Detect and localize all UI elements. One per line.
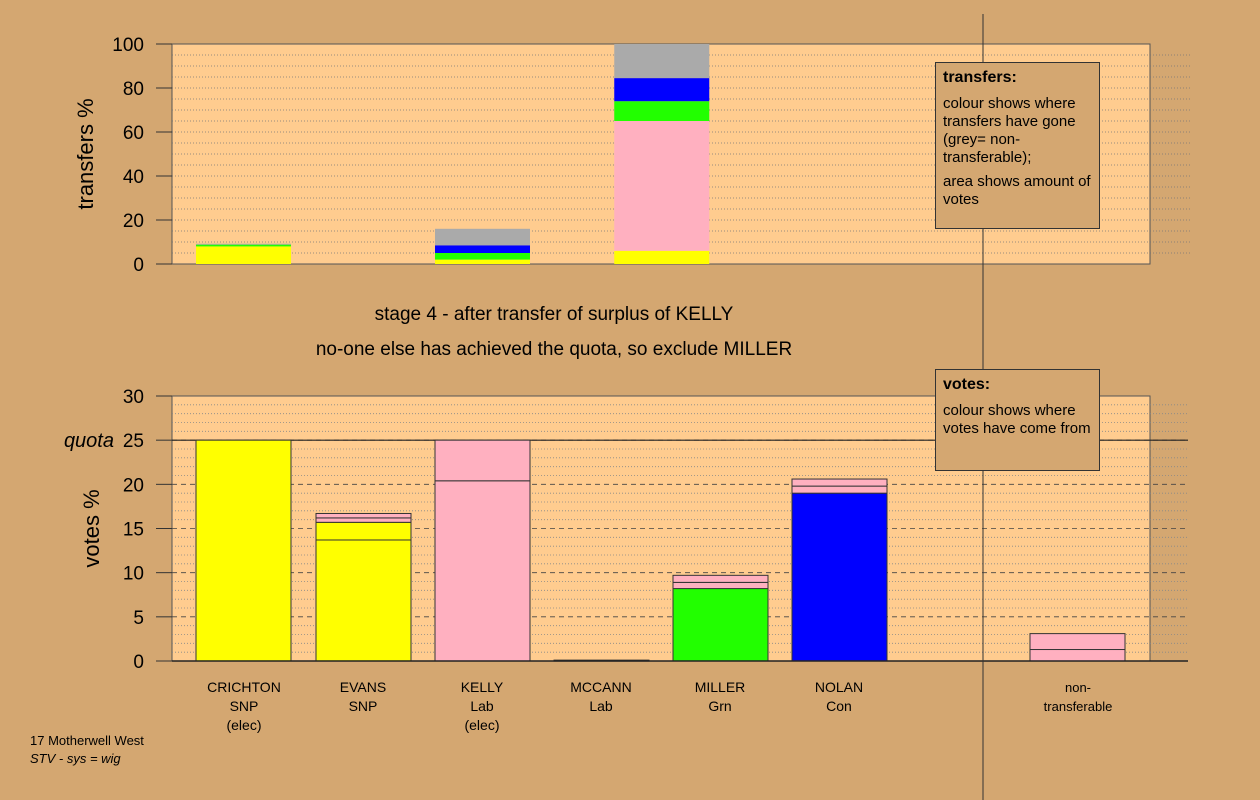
transfers-legend-text-1: colour shows where transfers have gone (…: [943, 95, 1076, 166]
vote-bar-1-segment-1: [315, 521, 412, 541]
candidate-label-mccann: MCCANN Lab: [541, 678, 661, 716]
transfer-bar-2-segment-2: [614, 101, 710, 121]
vote-bar-4-segment-1: [672, 581, 769, 590]
transfer-bar-2-segment-0: [614, 250, 710, 264]
transfer-bar-2-segment-3: [614, 78, 710, 102]
transfers-legend: transfers: colour shows where transfers …: [935, 62, 1100, 229]
vote-bar-5-segment-2: [791, 478, 888, 487]
candidate-status: (elec): [226, 717, 262, 733]
transfer-bar-0-segment-0: [196, 246, 291, 264]
candidate-name: MILLER: [694, 679, 746, 695]
candidate-label-crichton: CRICHTON SNP (elec): [184, 678, 304, 735]
vote-bar-1-segment-0: [315, 539, 412, 662]
transfer-bar-0-segment-2: [196, 243, 291, 245]
transfer-bar-1-segment-2: [435, 245, 530, 253]
candidate-name: non-: [1064, 680, 1092, 695]
candidate-name: NOLAN: [814, 679, 864, 695]
candidate-party: transferable: [1043, 699, 1113, 714]
votes-legend-title: votes:: [943, 376, 991, 393]
vote-bar-2-segment-1: [434, 439, 531, 482]
votes-tick-label: 10: [123, 564, 144, 585]
votes-legend: votes: colour shows where votes have com…: [935, 369, 1100, 471]
votes-legend-text: colour shows where votes have come from: [943, 402, 1091, 437]
vote-bar-1-segment-2: [315, 517, 412, 523]
candidate-party: Lab: [589, 698, 613, 714]
vote-bar-6-segment-0: [1029, 649, 1126, 662]
transfer-bar-1-segment-0: [435, 259, 530, 264]
votes-tick-label: 30: [123, 387, 144, 408]
candidate-party: Lab: [470, 698, 494, 714]
vote-bar-5-segment-1: [791, 485, 888, 494]
candidate-label-nolan: NOLAN Con: [779, 678, 899, 716]
transfers-tick-label: 0: [133, 255, 144, 276]
candidate-name: KELLY: [460, 679, 504, 695]
votes-axis-label: votes %: [79, 489, 104, 567]
transfer-bar-0-segment-1: [196, 244, 291, 247]
transfers-tick-label: 100: [112, 35, 144, 56]
candidate-status: (elec): [464, 717, 500, 733]
transfers-legend-text-2: area shows amount of votes: [943, 173, 1091, 208]
candidate-label-nontransferable: non- transferable: [1018, 678, 1138, 716]
candidate-party: SNP: [348, 698, 378, 714]
quota-label: quota: [64, 430, 114, 452]
vote-bar-1-segment-3: [315, 512, 412, 519]
transfer-bar-2-segment-4: [614, 44, 710, 79]
candidate-party: Con: [826, 698, 852, 714]
transfers-axis-label: transfers %: [73, 98, 98, 209]
votes-tick-label: 5: [133, 608, 144, 629]
vote-bar-0-segment-0: [195, 439, 292, 662]
system-label: STV - sys = wig: [30, 751, 121, 766]
transfers-tick-label: 80: [123, 79, 144, 100]
candidate-name: CRICHTON: [207, 679, 281, 695]
transfer-bar-2-segment-1: [614, 121, 710, 251]
transfer-bar-1-segment-1: [435, 253, 530, 260]
stage-heading: stage 4 - after transfer of surplus of K…: [374, 304, 734, 325]
votes-tick-label: 20: [123, 475, 144, 496]
vote-bar-4-segment-2: [672, 574, 769, 583]
vote-bar-5-segment-0: [791, 492, 888, 662]
transfers-legend-title: transfers:: [943, 69, 1017, 86]
transfers-tick-label: 60: [123, 123, 144, 144]
votes-tick-label: 0: [133, 652, 144, 673]
vote-bar-4-segment-0: [672, 588, 769, 662]
candidate-party: Grn: [708, 698, 732, 714]
candidate-label-miller: MILLER Grn: [660, 678, 780, 716]
candidate-name: EVANS: [339, 679, 387, 695]
stage-subheading: no-one else has achieved the quota, so e…: [315, 339, 793, 360]
candidate-name: MCCANN: [570, 679, 632, 695]
candidate-label-kelly: KELLY Lab (elec): [422, 678, 542, 735]
vote-bar-2-segment-0: [434, 480, 531, 662]
votes-tick-label: 15: [123, 520, 144, 541]
vote-bar-6-segment-1: [1029, 633, 1126, 651]
candidate-label-evans: EVANS SNP: [303, 678, 423, 716]
transfers-tick-label: 20: [123, 211, 144, 232]
candidate-party: SNP: [229, 698, 259, 714]
votes-tick-label: 25: [123, 431, 144, 452]
transfers-tick-label: 40: [123, 167, 144, 188]
transfer-bar-1-segment-3: [435, 228, 530, 246]
constituency-label: 17 Motherwell West: [30, 733, 144, 748]
